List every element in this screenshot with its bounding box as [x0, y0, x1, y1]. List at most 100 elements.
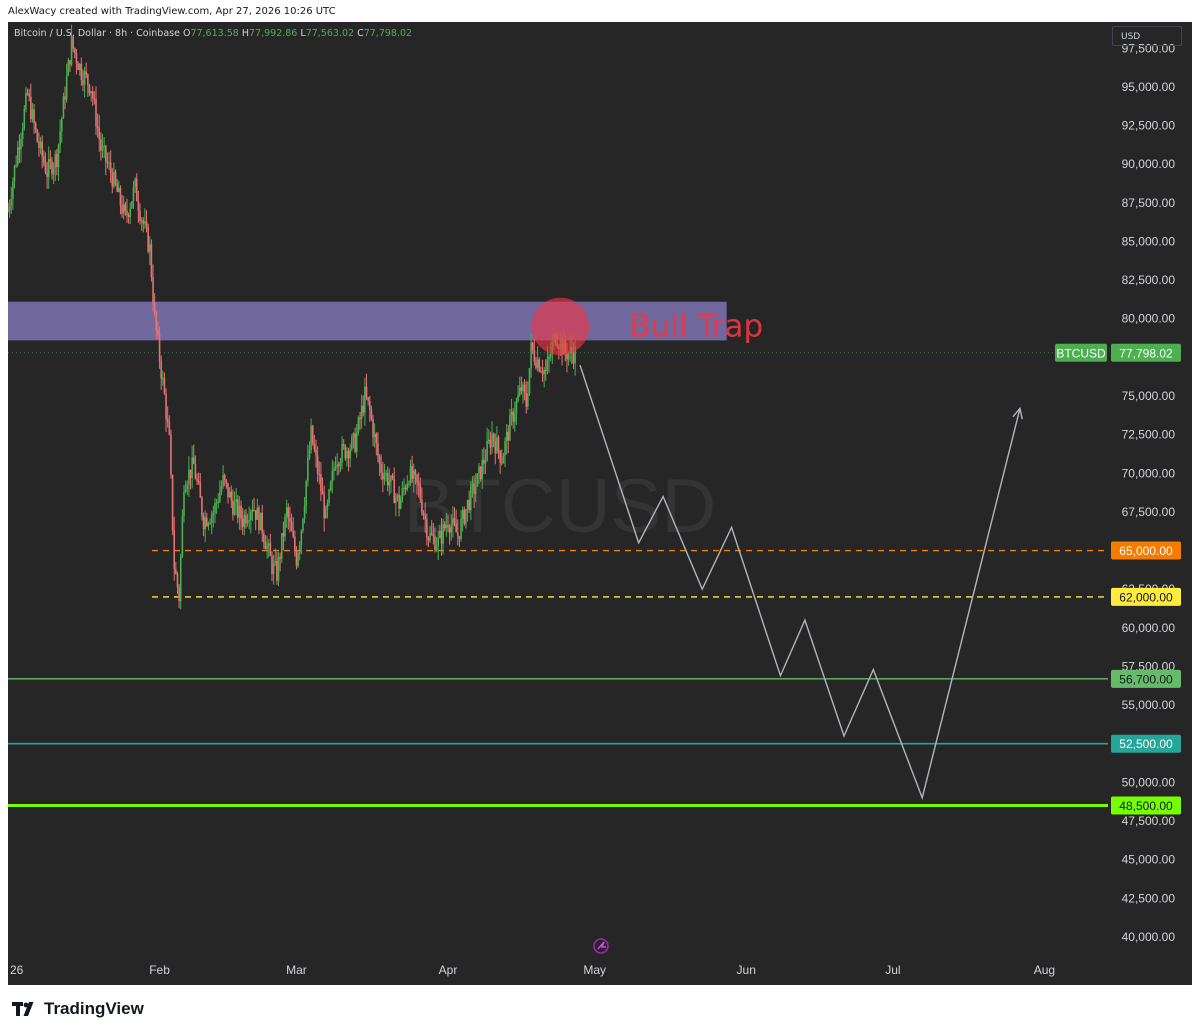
candle-body — [512, 411, 514, 422]
candle-body — [352, 433, 355, 437]
candle-body — [199, 482, 202, 498]
price-tick-label: 60,000.00 — [1122, 621, 1176, 635]
candle-body — [140, 220, 143, 222]
candle-body — [412, 470, 415, 479]
candle-body — [168, 421, 171, 435]
candle-body — [491, 433, 493, 448]
price-axis[interactable] — [1108, 22, 1192, 985]
candle-body — [28, 93, 30, 97]
candle-body — [424, 515, 426, 520]
candle-body — [232, 500, 234, 515]
candle-body — [430, 533, 433, 535]
candle-body — [54, 153, 57, 168]
candle-body — [417, 482, 420, 485]
candle-body — [223, 474, 226, 480]
candle-body — [294, 536, 296, 552]
candle-body — [108, 162, 110, 164]
candle-body — [370, 409, 373, 419]
candle-body — [201, 497, 203, 517]
candle-body — [83, 71, 86, 85]
symbol-tag-label: BTCUSD — [1056, 346, 1106, 360]
footer-logo: TradingView — [12, 999, 144, 1019]
currency-selector[interactable]: USD — [1112, 26, 1182, 46]
candle-body — [388, 481, 391, 486]
candle-body — [251, 509, 254, 513]
candle-body — [298, 544, 301, 554]
candle-body — [341, 443, 343, 463]
candle-body — [342, 443, 345, 446]
price-tick-label: 92,500.00 — [1122, 119, 1176, 133]
candle-body — [144, 221, 146, 224]
candle-body — [437, 537, 440, 547]
candle-body — [126, 211, 128, 215]
candle-body — [8, 210, 9, 212]
candle-body — [487, 439, 490, 442]
candle-body — [346, 451, 348, 459]
symbol-info: Bitcoin / U.S. Dollar · 8h · Coinbase O7… — [14, 28, 412, 39]
price-level-value: 65,000.00 — [1119, 544, 1173, 558]
candle-body — [100, 139, 102, 151]
candle-body — [359, 417, 361, 419]
close-value: 77,798.02 — [363, 28, 413, 39]
candle-body — [289, 518, 291, 522]
time-tick-label: Aug — [1034, 963, 1055, 977]
candle-body — [292, 531, 294, 537]
price-tick-label: 45,000.00 — [1122, 853, 1176, 867]
footer-brand: TradingView — [44, 999, 144, 1018]
candle-body — [351, 436, 353, 450]
candle-body — [162, 377, 164, 379]
candle-body — [284, 516, 286, 537]
candle-body — [186, 484, 189, 490]
candle-body — [329, 482, 332, 490]
candle-body — [236, 499, 239, 518]
candle-body — [404, 487, 407, 490]
candle-body — [442, 524, 444, 544]
price-tick-label: 82,500.00 — [1122, 273, 1176, 287]
candle-body — [324, 509, 327, 519]
candle-body — [131, 201, 133, 209]
candle-body — [230, 491, 233, 501]
candle-body — [385, 473, 387, 476]
low-label: L — [300, 28, 306, 39]
symbol-label: Bitcoin / U.S. Dollar · 8h · Coinbase — [14, 28, 180, 39]
chart-frame[interactable]: BTCUSD Bull Trap 97,500.00 95,000.00 92,50… — [8, 22, 1192, 985]
candle-body — [272, 562, 275, 575]
candle-body — [280, 533, 283, 559]
candle-body — [310, 425, 312, 451]
candle-body — [248, 520, 250, 522]
price-tick-label: 72,500.00 — [1122, 428, 1176, 442]
candle-body — [157, 329, 159, 335]
candle-body — [277, 556, 280, 581]
candle-body — [422, 512, 425, 516]
candle-body — [349, 449, 352, 459]
symbol-tag — [1055, 343, 1107, 362]
candle-body — [191, 457, 193, 478]
candle-body — [220, 486, 223, 493]
candle-body — [453, 517, 456, 524]
candle-body — [390, 475, 392, 482]
candle-body — [426, 519, 428, 539]
candle-body — [434, 536, 436, 551]
candle-body — [209, 522, 211, 524]
candle-body — [113, 171, 115, 187]
candle-body — [31, 109, 34, 120]
candle-body — [443, 524, 446, 529]
candle-body — [287, 507, 290, 519]
candle-body — [365, 386, 368, 398]
price-tick-label: 80,000.00 — [1122, 312, 1176, 326]
candle-body — [373, 433, 376, 438]
candle-body — [160, 360, 162, 379]
candle-body — [118, 187, 120, 192]
candle-body — [339, 462, 342, 466]
candle-body — [313, 444, 316, 450]
low-value: 77,563.02 — [305, 28, 355, 39]
price-chart[interactable]: BTCUSD Bull Trap 97,500.00 95,000.00 92,50… — [8, 22, 1192, 985]
candle-body — [445, 525, 448, 529]
replay-icon — [593, 938, 609, 954]
candle-body — [267, 543, 270, 546]
candle-body — [460, 518, 462, 540]
candle-body — [82, 79, 84, 85]
candle-body — [256, 507, 259, 520]
candle-body — [60, 118, 63, 132]
candle-body — [303, 505, 306, 519]
